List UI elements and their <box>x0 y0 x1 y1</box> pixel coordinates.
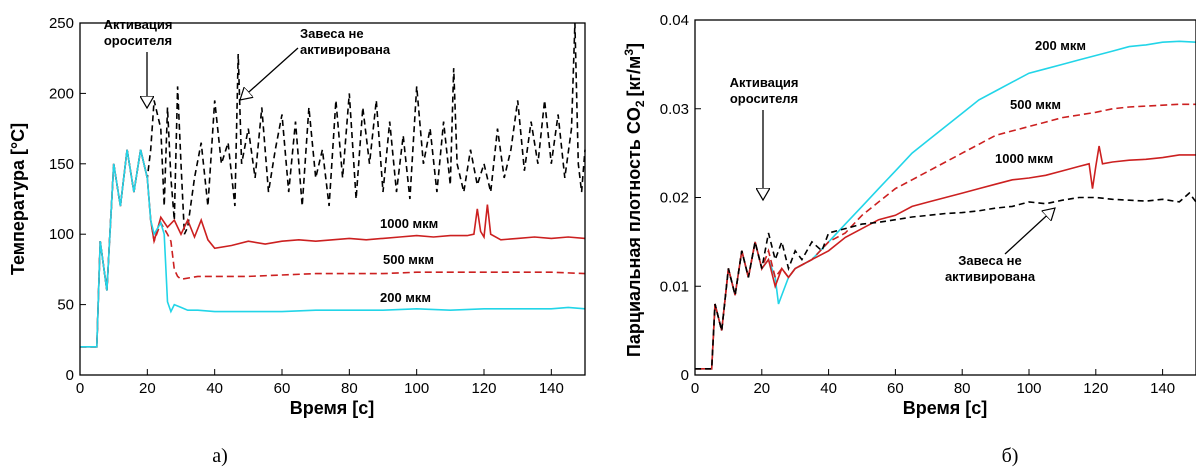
chart-a-x-tick-label-1: 20 <box>139 380 156 397</box>
chart-a-annotation-activation-line1: Активация <box>104 17 173 32</box>
chart-b-annotation-curtain-line2: активирована <box>945 269 1036 284</box>
chart-a-curtain-arrow <box>240 47 299 100</box>
chart-a-x-tick-label-6: 120 <box>471 380 496 397</box>
chart-a-x-tick-label-7: 140 <box>539 380 564 397</box>
chart-a-series-line-0 <box>80 22 586 348</box>
chart-b-series <box>695 40 1196 370</box>
chart-b-x-tick-label-4: 80 <box>954 380 971 397</box>
chart-a-y-tick-label-3: 150 <box>49 156 74 173</box>
chart-a-label-200: 200 мкм <box>380 290 431 305</box>
chart-b-label-1000: 1000 мкм <box>995 151 1053 166</box>
chart-b-annotation-activation-line1: Активация <box>730 75 799 90</box>
chart-b-x-tick-label-6: 120 <box>1083 380 1108 397</box>
chart-b-caption: б) <box>1002 445 1019 467</box>
chart-a-x-tick-label-4: 80 <box>341 380 358 397</box>
chart-b-annotation-activation-line2: оросителя <box>730 91 798 106</box>
chart-a-y-tick-label-2: 100 <box>49 226 74 243</box>
chart-a-label-1000: 1000 мкм <box>380 216 438 231</box>
chart-a-annotation-curtain-line1: Завеса не <box>300 26 364 41</box>
chart-a-x-tick-label-5: 100 <box>404 380 429 397</box>
chart-b-label-500: 500 мкм <box>1010 97 1061 112</box>
chart-b-x-ticks: 0 20 40 60 80 100 120 140 <box>691 369 1175 397</box>
chart-b-y-label: Парциальная плотность CO2[кг/м3] <box>622 43 647 357</box>
chart-b-curtain-arrow <box>1004 208 1055 255</box>
chart-a-series-line-1 <box>80 149 586 348</box>
chart-b-y-tick-label-0: 0 <box>681 367 689 384</box>
chart-panel-a: 0 20 40 60 80 100 120 140 0 50 100 150 200 250 Время… <box>8 15 586 467</box>
chart-a-y-ticks: 0 50 100 150 200 250 <box>49 15 86 384</box>
chart-a-annotation-curtain-line2: активирована <box>300 42 391 57</box>
chart-b-x-label: Время [с] <box>903 398 988 418</box>
chart-a-y-tick-label-5: 250 <box>49 15 74 32</box>
chart-b-y-ticks: 0 0.01 0.02 0.03 0.04 <box>660 12 701 384</box>
chart-b-x-tick-label-1: 20 <box>753 380 770 397</box>
chart-b-annotation-curtain-line1: Завеса не <box>958 253 1022 268</box>
chart-a-x-tick-label-0: 0 <box>76 380 84 397</box>
chart-a-y-label: Температура [°C] <box>8 123 28 275</box>
chart-a-y-tick-label-0: 0 <box>66 367 74 384</box>
chart-b-x-tick-label-0: 0 <box>691 380 699 397</box>
chart-a-y-tick-label-4: 200 <box>49 85 74 102</box>
chart-b-y-tick-label-1: 0.01 <box>660 278 689 295</box>
chart-a-x-tick-label-3: 60 <box>274 380 291 397</box>
chart-b-label-200: 200 мкм <box>1035 38 1086 53</box>
chart-panel-b: 0 20 40 60 80 100 120 140 0 0.01 0.02 0.03 0.04 Вре… <box>622 12 1196 467</box>
chart-a-x-ticks: 0 20 40 60 80 100 120 140 <box>76 369 564 397</box>
chart-b-x-tick-label-5: 100 <box>1016 380 1041 397</box>
chart-b-series-line-2 <box>695 145 1196 370</box>
chart-b-x-tick-label-7: 140 <box>1150 380 1175 397</box>
chart-a-frame <box>79 22 586 376</box>
chart-b-y-tick-label-3: 0.03 <box>660 101 689 118</box>
chart-b-y-tick-label-2: 0.02 <box>660 190 689 207</box>
chart-a-x-label: Время [с] <box>290 398 375 418</box>
chart-a-annotation-activation-line2: оросителя <box>104 33 172 48</box>
chart-b-y-tick-label-4: 0.04 <box>660 12 689 29</box>
chart-a-series <box>80 22 586 348</box>
chart-a-x-tick-label-2: 40 <box>206 380 223 397</box>
chart-a-y-tick-label-1: 50 <box>57 297 74 314</box>
chart-b-series-line-3 <box>695 191 1196 370</box>
chart-b-x-tick-label-3: 60 <box>887 380 904 397</box>
chart-b-series-line-1 <box>695 103 1196 370</box>
chart-a-caption: а) <box>212 445 228 467</box>
chart-a-label-500: 500 мкм <box>383 252 434 267</box>
chart-a-series-line-2 <box>80 149 586 348</box>
chart-a-series-line-3 <box>80 149 586 348</box>
chart-b-x-tick-label-2: 40 <box>820 380 837 397</box>
